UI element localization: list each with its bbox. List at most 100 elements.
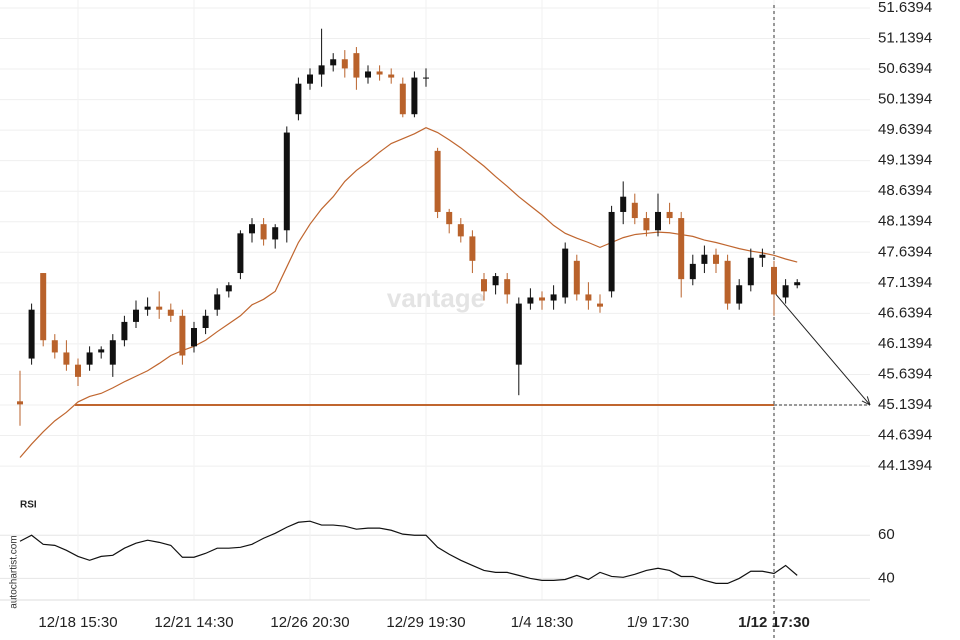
candle-body	[620, 196, 627, 212]
candle-body	[597, 303, 603, 307]
candle-body	[678, 218, 685, 280]
y-tick-label: 48.1394	[878, 213, 932, 230]
candle-body	[353, 53, 360, 78]
candle-body	[28, 309, 35, 359]
x-tick-label: 1/4 18:30	[511, 614, 574, 631]
y-tick-label: 50.6394	[878, 60, 932, 77]
candle-body	[724, 260, 731, 304]
candle-body	[121, 321, 128, 341]
candle-body	[283, 132, 290, 231]
y-tick-label: 49.6394	[878, 121, 932, 138]
candle-body	[191, 328, 197, 347]
candle-body	[249, 224, 255, 234]
candle-body	[631, 202, 638, 219]
rsi-title: RSI	[20, 500, 37, 511]
x-tick-label: 12/26 20:30	[270, 614, 349, 631]
candle-body	[736, 285, 743, 304]
candle-body	[63, 352, 70, 365]
candle-body	[156, 306, 163, 310]
candle-body	[794, 282, 801, 286]
x-tick-label: 12/29 19:30	[386, 614, 465, 631]
candle-body	[539, 297, 545, 301]
candle-body	[341, 59, 348, 69]
candle-body	[492, 276, 499, 286]
candle-body	[585, 294, 592, 301]
y-tick-label: 48.6394	[878, 182, 932, 199]
candle-body	[446, 211, 453, 225]
y-tick-label: 47.6394	[878, 243, 932, 260]
candle-body	[689, 263, 696, 280]
watermark: vantage	[387, 283, 485, 313]
y-tick-label: 44.6394	[878, 427, 932, 444]
y-tick-label: 51.6394	[878, 0, 932, 16]
y-tick-label: 45.6394	[878, 365, 932, 382]
candle-body	[272, 227, 279, 240]
candle-body	[17, 401, 23, 405]
y-tick-label: 44.1394	[878, 457, 932, 474]
y-tick-label: 46.1394	[878, 335, 932, 352]
candle-body	[388, 74, 395, 78]
candle-body	[399, 83, 406, 115]
candle-body	[86, 352, 93, 365]
candle-body	[179, 315, 186, 356]
candle-body	[237, 233, 244, 274]
y-tick-label: 47.1394	[878, 274, 932, 291]
candle-body	[469, 236, 476, 261]
candle-body	[376, 71, 383, 75]
candle-body	[701, 254, 708, 264]
candle-body	[260, 224, 267, 240]
x-tick-label: 1/9 17:30	[627, 614, 690, 631]
candle-body	[771, 266, 777, 295]
candle-body	[608, 211, 615, 292]
arrow-head	[861, 396, 871, 406]
candle-body	[747, 257, 754, 286]
candle-body	[133, 309, 139, 322]
candle-body	[330, 59, 337, 66]
x-tick-label: 12/18 15:30	[38, 614, 117, 631]
moving-average	[19, 126, 798, 458]
candle-body	[365, 71, 371, 78]
candle-body	[411, 77, 418, 115]
y-tick-label: 45.1394	[878, 396, 932, 413]
candle-body	[504, 279, 511, 295]
candle-body	[307, 74, 313, 84]
candle-body	[759, 254, 766, 258]
candle-body	[167, 309, 174, 316]
y-tick-label: 40	[878, 569, 895, 586]
candle-body	[295, 83, 302, 115]
projection-arrow	[775, 294, 871, 406]
candle-body	[434, 150, 441, 212]
candle-body	[109, 340, 116, 365]
candle-body	[457, 224, 464, 237]
candle-body	[713, 254, 719, 264]
x-tick-label: 1/12 17:30	[738, 614, 810, 631]
candle-body	[144, 306, 151, 310]
candle-body	[481, 279, 487, 292]
y-tick-label: 46.6394	[878, 304, 932, 321]
candle-body	[98, 349, 105, 353]
candle-body	[782, 285, 789, 298]
candle-body	[655, 211, 661, 231]
candle-body	[51, 340, 58, 353]
candle-body	[573, 260, 580, 295]
candle-body	[666, 211, 673, 219]
candle-body	[202, 315, 209, 329]
x-tick-label: 12/21 14:30	[154, 614, 233, 631]
candle-body	[527, 297, 534, 304]
candle-body	[40, 273, 47, 341]
candle-body	[214, 294, 221, 310]
y-tick-label: 49.1394	[878, 152, 932, 169]
source-label: autochartist.com	[9, 535, 20, 608]
y-tick-label: 51.1394	[878, 29, 932, 46]
rsi-line	[19, 520, 798, 584]
candle-body	[225, 285, 232, 292]
candle-body	[423, 77, 429, 79]
candle-body	[515, 303, 522, 365]
candle-body	[562, 248, 569, 298]
candle-body	[318, 65, 325, 75]
candle-body	[75, 364, 81, 377]
candle-body	[643, 218, 650, 231]
y-tick-label: 50.1394	[878, 91, 932, 108]
